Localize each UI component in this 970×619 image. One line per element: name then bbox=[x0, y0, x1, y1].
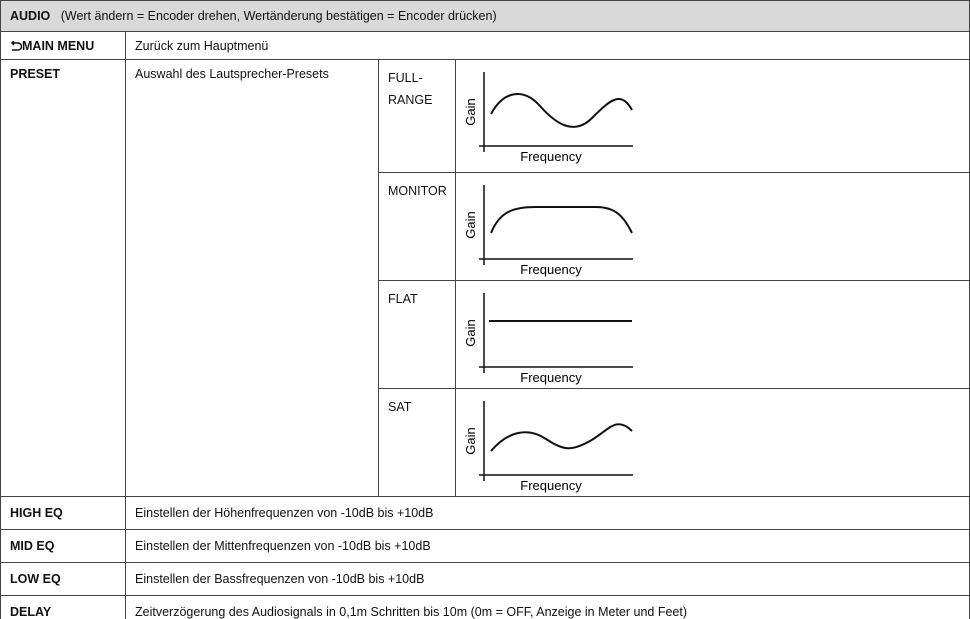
graph-cell: Gain Frequency bbox=[455, 280, 970, 389]
setting-label: MID EQ bbox=[10, 539, 55, 553]
setting-label: DELAY bbox=[10, 605, 52, 619]
x-axis-label: Frequency bbox=[520, 478, 582, 493]
preset-group: PRESET Auswahl des Lautsprecher-Presets FU… bbox=[0, 59, 970, 497]
description-cell: Zurück zum Hauptmenü bbox=[125, 31, 970, 60]
y-axis-label: Gain bbox=[463, 319, 478, 346]
header-row: AUDIO (Wert ändern = Encoder drehen, Wer… bbox=[0, 0, 970, 32]
setting-label: LOW EQ bbox=[10, 572, 61, 586]
y-axis-label: Gain bbox=[463, 211, 478, 238]
preset-label: PRESET bbox=[10, 67, 61, 81]
response-graph: Gain Frequency bbox=[463, 72, 633, 164]
y-axis-label: Gain bbox=[463, 98, 478, 125]
preset-row: SAT Gain Frequency bbox=[1, 388, 970, 497]
y-axis-label: Gain bbox=[463, 427, 478, 454]
menu-label: MAIN MENU bbox=[22, 38, 95, 53]
header-cell: AUDIO (Wert ändern = Encoder drehen, Wer… bbox=[0, 0, 970, 32]
label-cell: PRESET bbox=[0, 59, 126, 497]
x-axis-label: Frequency bbox=[520, 149, 582, 164]
option-name: FLAT bbox=[378, 280, 456, 389]
label-cell: LOW EQ bbox=[0, 562, 126, 596]
setting-row: HIGH EQ Einstellen der Höhenfrequenzen vo… bbox=[0, 496, 970, 530]
description-cell: Zeitverzögerung des Audiosignals in 0,1m… bbox=[125, 595, 970, 619]
main-menu-row: MAIN MENU Zurück zum Hauptmenü bbox=[0, 31, 970, 60]
rows-group: HIGH EQ Einstellen der Höhenfrequenzen vo… bbox=[0, 496, 970, 619]
preset-row: PRESET Auswahl des Lautsprecher-Presets FU… bbox=[0, 59, 970, 497]
graph-cell: Gain Frequency bbox=[455, 59, 970, 173]
setting-row: MID EQ Einstellen der Mittenfrequenzen vo… bbox=[0, 529, 970, 563]
response-curve bbox=[490, 93, 633, 128]
setting-label: HIGH EQ bbox=[10, 506, 63, 520]
response-graph: Gain Frequency bbox=[463, 401, 633, 493]
setting-row: DELAY Zeitverzögerung des Audiosignals in… bbox=[0, 595, 970, 619]
x-axis-label: Frequency bbox=[520, 370, 582, 385]
label-cell: HIGH EQ bbox=[0, 496, 126, 530]
response-curve bbox=[490, 206, 633, 234]
response-graph: Gain Frequency bbox=[463, 293, 633, 385]
label-cell: DELAY bbox=[0, 595, 126, 619]
x-axis-label: Frequency bbox=[520, 262, 582, 277]
header-note: (Wert ändern = Encoder drehen, Wertänder… bbox=[60, 9, 497, 23]
graph-cell: Gain Frequency bbox=[455, 388, 970, 497]
description-cell: Einstellen der Mittenfrequenzen von -10d… bbox=[125, 529, 970, 563]
preset-row: MONITOR Gain Frequency bbox=[1, 172, 970, 281]
label-cell: MAIN MENU bbox=[0, 31, 126, 60]
description-cell: Einstellen der Höhenfrequenzen von -10dB… bbox=[125, 496, 970, 530]
option-name: SAT bbox=[378, 388, 456, 497]
option-name: MONITOR bbox=[378, 172, 456, 281]
back-icon bbox=[10, 39, 23, 51]
response-graph: Gain Frequency bbox=[463, 185, 633, 277]
response-curve bbox=[490, 423, 633, 452]
description-cell: Auswahl des Lautsprecher-Presets bbox=[125, 59, 379, 497]
label-cell: MID EQ bbox=[0, 529, 126, 563]
option-name: FULL- RANGE bbox=[378, 59, 456, 173]
preset-row: FLAT Gain Frequency bbox=[1, 280, 970, 389]
graph-cell: Gain Frequency bbox=[455, 172, 970, 281]
setting-row: LOW EQ Einstellen der Bassfrequenzen von … bbox=[0, 562, 970, 596]
description-cell: Einstellen der Bassfrequenzen von -10dB … bbox=[125, 562, 970, 596]
header-title: AUDIO bbox=[10, 9, 51, 23]
